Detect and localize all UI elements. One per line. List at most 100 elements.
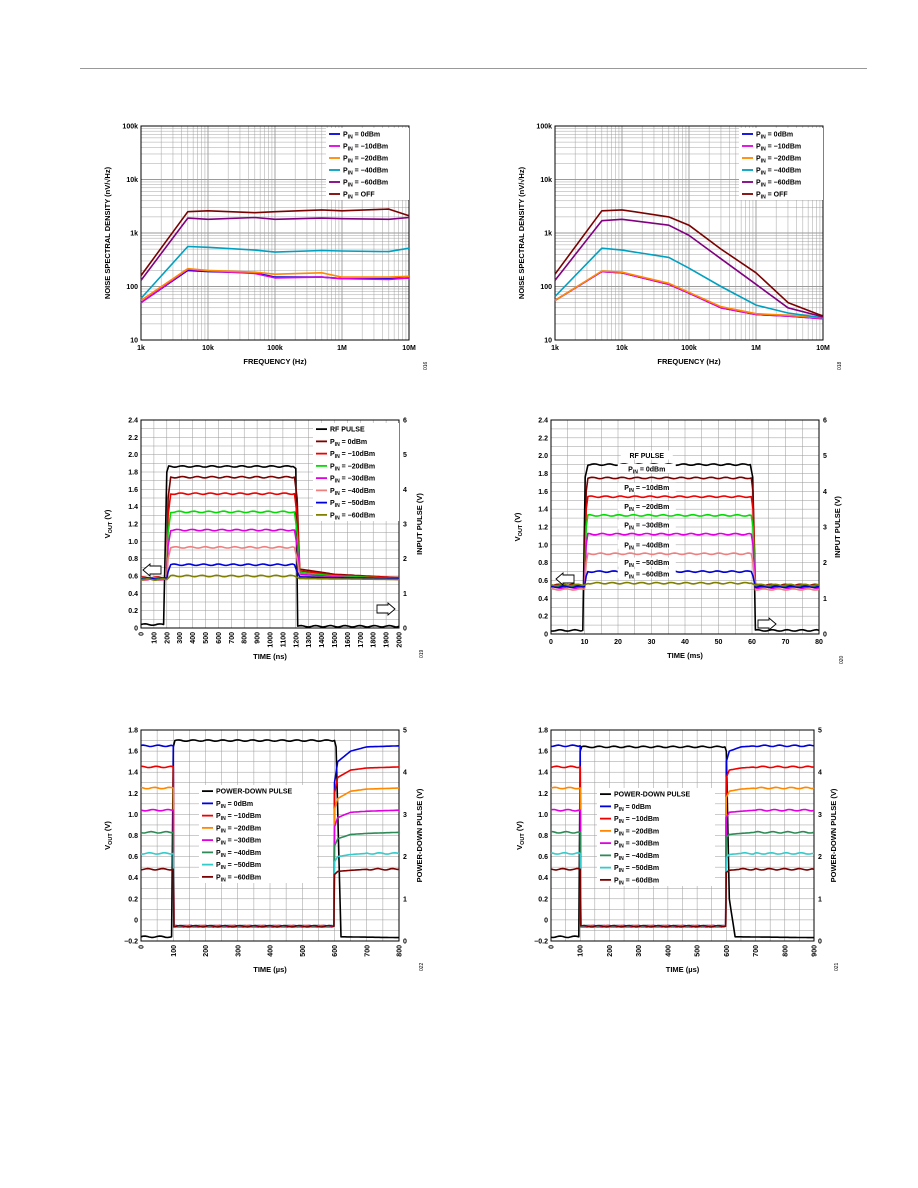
y-axis-title: VOUT (V) xyxy=(103,821,114,850)
legend-entry: POWER-DOWN PULSE xyxy=(614,792,691,799)
legend-entry: PIN = −20dBm xyxy=(624,504,669,513)
x-tick-label: 600 xyxy=(332,945,339,957)
x-tick-label: 100 xyxy=(171,945,178,957)
x-tick-label: 700 xyxy=(229,632,236,644)
plot-frame xyxy=(550,729,815,942)
y-tick-label: 1.0 xyxy=(538,542,548,549)
legend-entry: PIN = 0dBm xyxy=(216,801,253,810)
legend-entry: PIN = −40dBm xyxy=(343,168,388,177)
x-tick-label: 300 xyxy=(177,632,184,644)
legend-box xyxy=(199,785,317,883)
tick-labels: 0 100 200 300 400 500 600 700 800 900−0.200.20.40… xyxy=(534,728,822,957)
y2-tick-label: 6 xyxy=(403,418,407,425)
x-tick-label: 300 xyxy=(636,945,643,957)
figure-id: 020 xyxy=(839,655,845,664)
legend-label-bg xyxy=(617,520,676,530)
x-tick-label: 50 xyxy=(715,639,723,646)
x-tick-label: 1700 xyxy=(358,632,365,648)
series-line xyxy=(140,208,410,277)
y2-tick-label: 5 xyxy=(403,452,407,459)
legend-entry: PIN = −10dBm xyxy=(756,144,801,153)
legend-entry: PIN = 0dBm xyxy=(628,466,665,475)
tick-labels: 1k 10k 100k 1M 10M 10 100 1k 10k 100k xyxy=(536,124,830,353)
x-tick-label: 10 xyxy=(581,639,589,646)
y-tick-label: 1.8 xyxy=(538,471,548,478)
legend-label-bg xyxy=(617,501,676,511)
series-line xyxy=(554,247,824,319)
legend-entry: POWER-DOWN PULSE xyxy=(216,789,293,796)
y-tick-label: 1k xyxy=(544,231,552,238)
y-tick-label: 2.0 xyxy=(538,453,548,460)
x-tick-label: 400 xyxy=(268,945,275,957)
x-tick-label: 500 xyxy=(300,945,307,957)
x-tick-label: 2000 xyxy=(397,632,404,648)
series-line xyxy=(550,532,820,590)
y-tick-label: 1.2 xyxy=(538,525,548,532)
axis-arrow-right-icon xyxy=(376,602,396,616)
x-tick-label: 500 xyxy=(695,945,702,957)
legend-entry: PIN = −40dBm xyxy=(216,850,261,859)
legend-entry: PIN = −40dBm xyxy=(614,853,659,862)
legend-entry: PIN = −30dBm xyxy=(614,841,659,850)
y2-tick-label: 0 xyxy=(403,939,407,946)
x-tick-label: 40 xyxy=(681,639,689,646)
y-tick-label: 1.6 xyxy=(538,749,548,756)
y-tick-label: 1.4 xyxy=(538,770,548,777)
y-tick-label: 1.4 xyxy=(128,770,138,777)
figure-id: 016 xyxy=(423,361,429,370)
y2-tick-label: 1 xyxy=(403,896,407,903)
y-tick-label: 1.0 xyxy=(128,539,138,546)
x-tick-label: 10M xyxy=(816,345,830,352)
y2-tick-label: 0 xyxy=(823,632,827,639)
y-axis-title: VOUT (V) xyxy=(103,509,114,538)
y-tick-label: −0.2 xyxy=(534,939,548,946)
figure-id: 019 xyxy=(419,649,425,658)
y2-axis-title: POWER-DOWN PULSE (V) xyxy=(415,788,424,882)
legend-entry: RF PULSE xyxy=(629,453,664,460)
legend-box xyxy=(739,128,823,200)
x-tick-label: 500 xyxy=(203,632,210,644)
y-tick-label: 1.4 xyxy=(128,504,138,511)
legend-entry: PIN = −30dBm xyxy=(624,523,669,532)
series-line xyxy=(140,465,400,628)
legend-entry: PIN = −30dBm xyxy=(216,838,261,847)
y-tick-label: 0.2 xyxy=(538,614,548,621)
x-tick-label: 30 xyxy=(648,639,656,646)
y-tick-label: 1.0 xyxy=(538,812,548,819)
plot-frame xyxy=(550,419,820,635)
chart-c4: 0 10 20 30 40 50 60 70 8000.20.40.60.81.01.21.41… xyxy=(513,418,845,665)
x-tick-label: 0 xyxy=(139,945,146,949)
legend-entry: PIN = −50dBm xyxy=(330,500,375,509)
legend: PIN = 0dBm PIN = −10dBm PIN = −20dBm PIN = … xyxy=(326,128,409,201)
legend-entry: PIN = −60dBm xyxy=(216,874,261,883)
y-tick-label: 0.8 xyxy=(538,560,548,567)
legend: RF PULSE PIN = 0dBm PIN = −10dBm PIN = −20d… xyxy=(617,450,676,581)
y-tick-label: 2.4 xyxy=(128,418,138,425)
y-tick-label: 1.6 xyxy=(128,749,138,756)
x-tick-label: 100 xyxy=(151,632,158,644)
series-line xyxy=(140,492,399,580)
y-tick-label: 0.4 xyxy=(128,591,138,598)
plot-frame xyxy=(140,419,400,629)
x-tick-label: 200 xyxy=(203,945,210,957)
figure-id: 022 xyxy=(419,962,425,971)
legend-label-bg xyxy=(617,557,676,567)
legend-entry: PIN = −10dBm xyxy=(624,485,669,494)
legend-entry: PIN = −20dBm xyxy=(756,156,801,165)
x-tick-label: 0 xyxy=(549,945,556,949)
series-line xyxy=(140,216,410,281)
x-tick-label: 400 xyxy=(190,632,197,644)
legend-label-bg xyxy=(617,463,676,473)
series-group xyxy=(550,463,820,632)
y-axis-title: VOUT (V) xyxy=(513,512,524,541)
legend-entry: PIN = −60dBm xyxy=(330,512,375,521)
x-tick-label: 1500 xyxy=(332,632,339,648)
chart-c1: 1k 10k 100k 1M 10M 10 100 1k 10k 100k FREQUENCY (H… xyxy=(103,124,429,371)
y-tick-label: 0.8 xyxy=(128,556,138,563)
y2-tick-label: 5 xyxy=(818,728,822,735)
legend-entry: PIN = −20dBm xyxy=(216,825,261,834)
tick-labels: 0 100 200 300 400 500 600 700 800−0.200.20.40.60… xyxy=(124,728,407,957)
x-tick-label: 100k xyxy=(267,345,283,352)
